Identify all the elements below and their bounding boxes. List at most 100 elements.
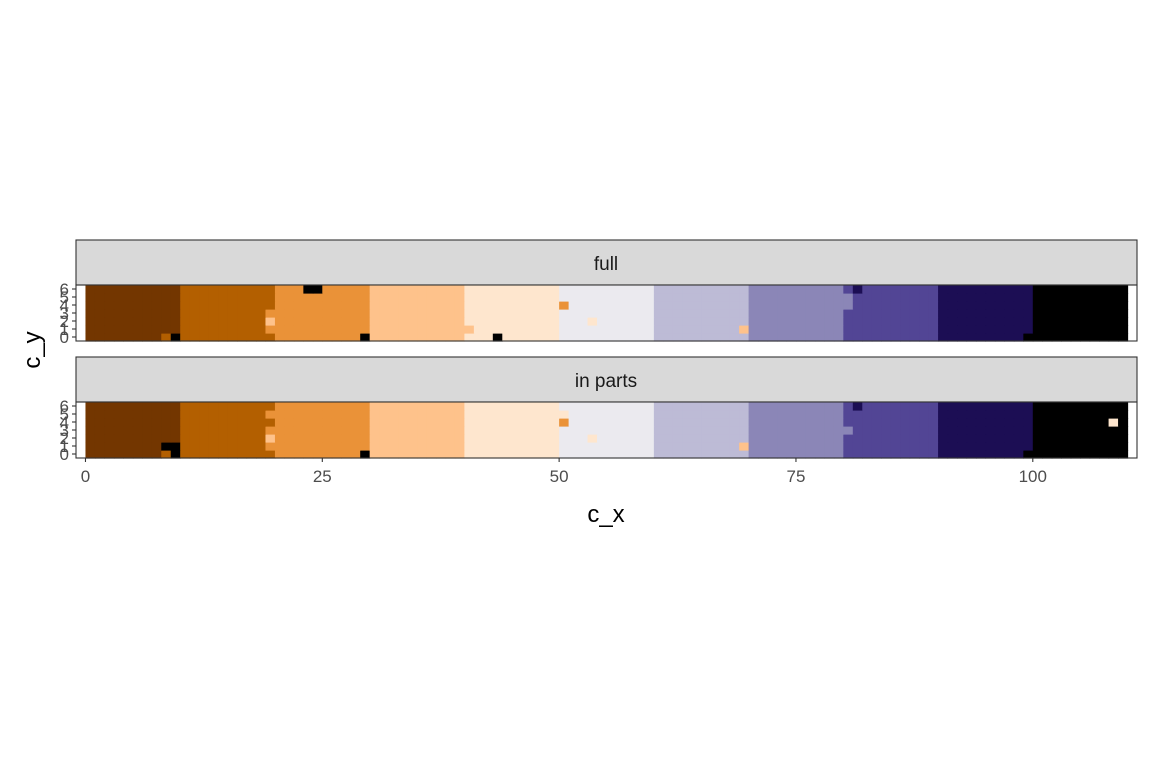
- heatmap-cell: [1051, 426, 1062, 435]
- heatmap-cell: [748, 426, 759, 435]
- heatmap-cell: [1061, 301, 1072, 310]
- heatmap-cell: [786, 450, 797, 459]
- heatmap-cell: [739, 285, 750, 294]
- heatmap-cell: [1080, 426, 1091, 435]
- heatmap-cell: [180, 450, 191, 459]
- heatmap-cell: [682, 293, 693, 302]
- heatmap-cell: [928, 309, 939, 318]
- heatmap-cell: [909, 285, 920, 294]
- heatmap-cell: [625, 410, 636, 419]
- heatmap-cell: [473, 333, 484, 342]
- heatmap-cell: [85, 285, 96, 294]
- heatmap-cell: [180, 309, 191, 318]
- heatmap-cell: [1089, 442, 1100, 451]
- heatmap-cell: [350, 418, 361, 427]
- heatmap-cell: [862, 410, 873, 419]
- heatmap-cell: [833, 426, 844, 435]
- heatmap-cell: [739, 442, 750, 451]
- heatmap-cell: [890, 293, 901, 302]
- heatmap-cell: [909, 325, 920, 334]
- heatmap-cell: [871, 434, 882, 443]
- heatmap-cell: [568, 410, 579, 419]
- heatmap-cell: [511, 325, 522, 334]
- heatmap-cell: [331, 418, 342, 427]
- heatmap-cell: [398, 410, 409, 419]
- heatmap-cell: [445, 450, 456, 459]
- heatmap-cell: [502, 333, 513, 342]
- heatmap-cell: [511, 333, 522, 342]
- heatmap-cell: [663, 293, 674, 302]
- heatmap-cell: [142, 410, 153, 419]
- heatmap-cell: [1051, 450, 1062, 459]
- heatmap-cell: [966, 442, 977, 451]
- heatmap-cell: [871, 450, 882, 459]
- heatmap-cell: [113, 410, 124, 419]
- heatmap-cell: [293, 309, 304, 318]
- heatmap-cell: [312, 410, 323, 419]
- heatmap-cell: [113, 301, 124, 310]
- heatmap-cell: [398, 309, 409, 318]
- heatmap-cell: [833, 450, 844, 459]
- heatmap-cell: [113, 325, 124, 334]
- heatmap-cell: [180, 426, 191, 435]
- heatmap-cell: [255, 293, 267, 302]
- heatmap-cell: [199, 450, 210, 459]
- heatmap-cell: [521, 442, 532, 451]
- heatmap-cell: [966, 317, 977, 326]
- heatmap-cell: [208, 402, 219, 411]
- heatmap-cell: [862, 418, 873, 427]
- heatmap-cell: [1099, 402, 1110, 411]
- heatmap-cell: [909, 293, 920, 302]
- heatmap-cell: [1051, 418, 1062, 427]
- heatmap-cell: [218, 450, 229, 459]
- heatmap-cell: [312, 442, 323, 451]
- heatmap-cell: [1023, 317, 1034, 326]
- heatmap-cell: [246, 317, 257, 326]
- heatmap-cell: [483, 442, 494, 451]
- heatmap-cell: [862, 285, 873, 294]
- heatmap-cell: [625, 450, 636, 459]
- heatmap-cell: [767, 418, 778, 427]
- heatmap-cell: [284, 426, 295, 435]
- heatmap-cell: [1108, 410, 1119, 419]
- heatmap-cell: [975, 402, 987, 411]
- heatmap-cell: [331, 301, 342, 310]
- heatmap-cell: [701, 309, 712, 318]
- heatmap-cells-full: [85, 285, 1129, 342]
- heatmap-cell: [1108, 450, 1119, 459]
- heatmap-cell: [615, 450, 627, 459]
- heatmap-cell: [521, 285, 532, 294]
- heatmap-cell: [1013, 410, 1024, 419]
- heatmap-cell: [900, 426, 911, 435]
- heatmap-cell: [132, 410, 143, 419]
- heatmap-cell: [606, 285, 617, 294]
- heatmap-cell: [189, 317, 200, 326]
- heatmap-cell: [682, 426, 693, 435]
- heatmap-cell: [511, 426, 522, 435]
- heatmap-cell: [900, 285, 911, 294]
- heatmap-cell: [417, 442, 428, 451]
- heatmap-cell: [549, 426, 560, 435]
- heatmap-cell: [644, 293, 655, 302]
- heatmap-cell: [615, 301, 627, 310]
- heatmap-cell: [1042, 410, 1053, 419]
- y-tick-label: 4: [60, 296, 69, 315]
- heatmap-cell: [862, 434, 873, 443]
- heatmap-cell: [957, 333, 968, 342]
- y-tick-label: 0: [60, 328, 69, 347]
- heatmap-cell: [691, 442, 702, 451]
- heatmap-cell: [161, 325, 172, 334]
- heatmap-cell: [606, 410, 617, 419]
- heatmap-cell: [900, 309, 911, 318]
- heatmap-cell: [578, 402, 589, 411]
- heatmap-cell: [435, 285, 447, 294]
- heatmap-cell: [805, 434, 816, 443]
- heatmap-cell: [255, 325, 267, 334]
- heatmap-cell: [597, 402, 608, 411]
- heatmap-cell: [540, 285, 551, 294]
- heatmap-cell: [1013, 333, 1024, 342]
- heatmap-cell: [1042, 434, 1053, 443]
- heatmap-cell: [1089, 309, 1100, 318]
- heatmap-cell: [928, 402, 939, 411]
- heatmap-cell: [824, 434, 835, 443]
